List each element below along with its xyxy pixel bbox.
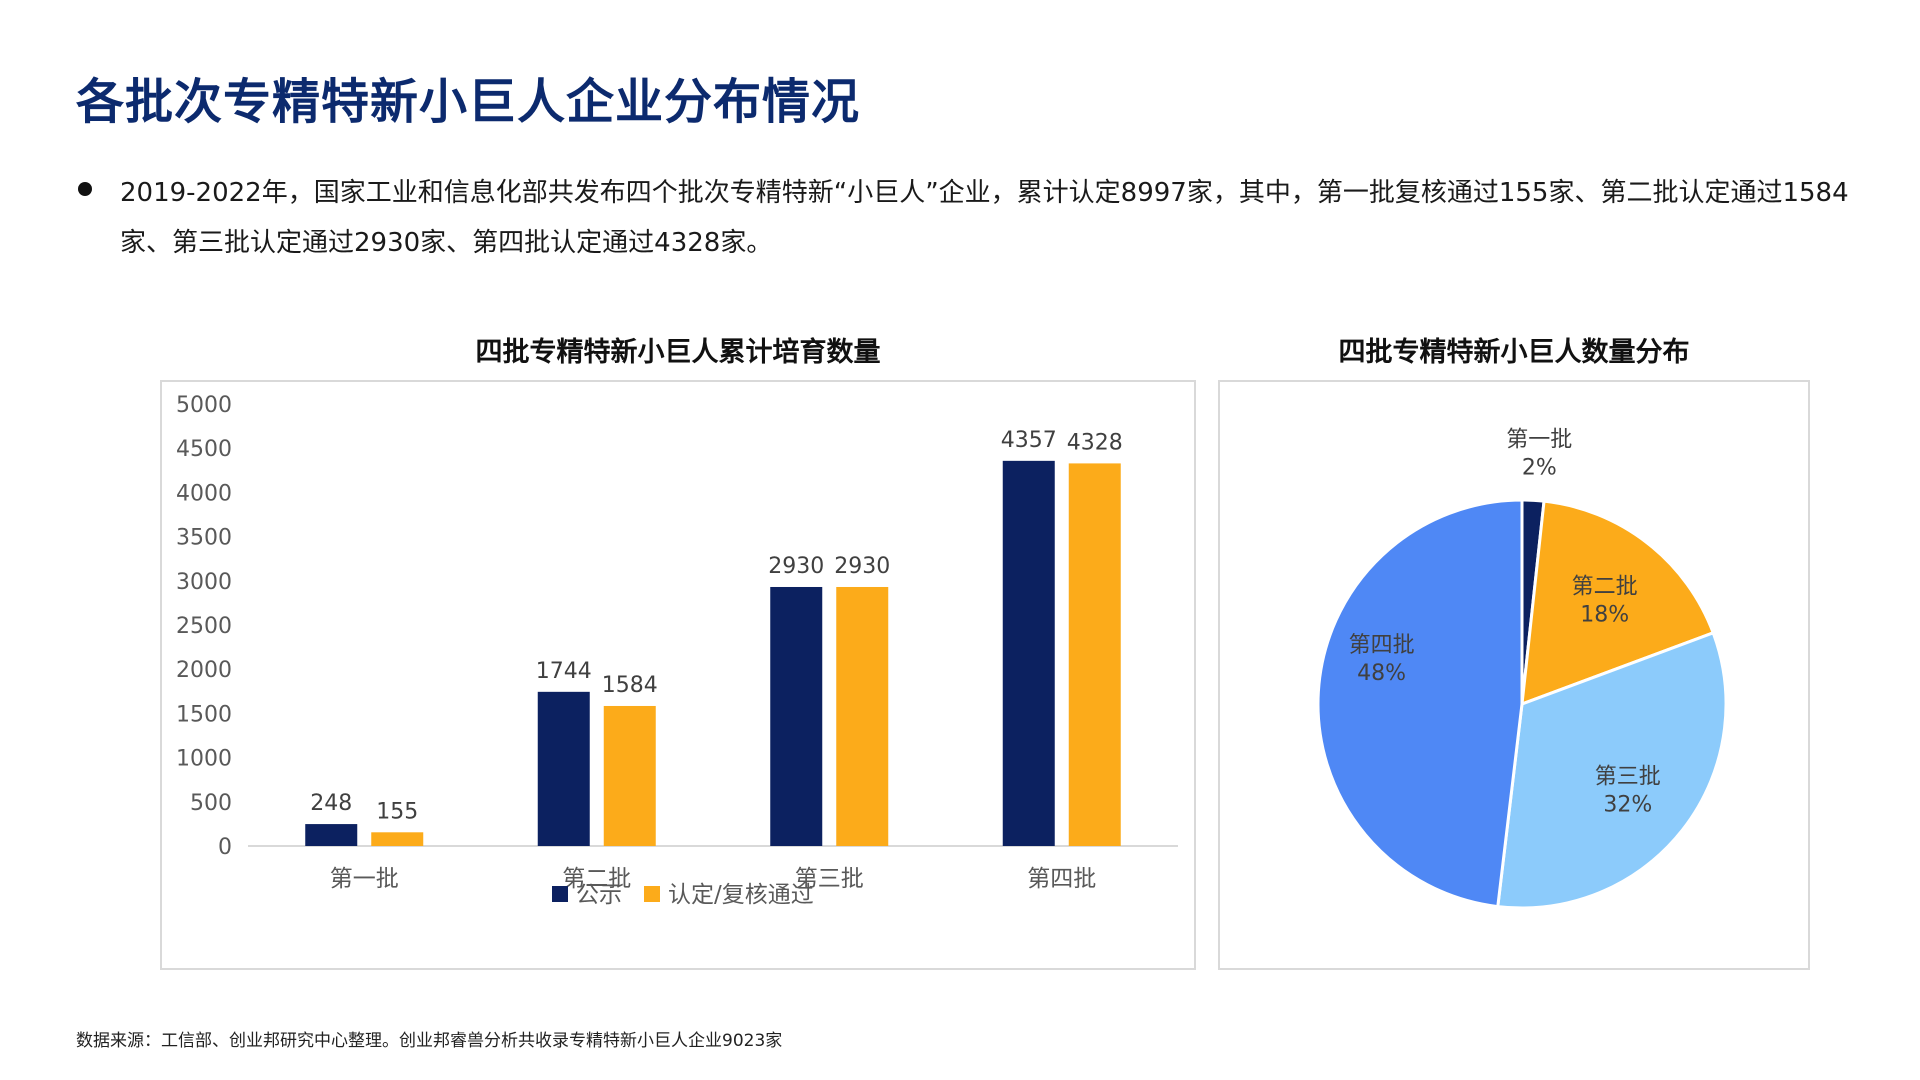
pie-slice [1496, 630, 1728, 910]
bar-value-label: 4357 [1001, 428, 1057, 453]
bar-value-label: 1584 [602, 673, 658, 698]
bar-value-label: 1744 [536, 659, 592, 684]
pie-slice-label: 第一批 [1506, 427, 1572, 452]
bar-gongshi [770, 586, 823, 846]
bar-value-label: 2930 [834, 554, 890, 579]
x-tick-label: 第一批 [330, 866, 399, 892]
x-tick-label: 第四批 [1027, 866, 1096, 892]
data-source-note: 数据来源：工信部、创业邦研究中心整理。创业邦睿兽分析共收录专精特新小巨人企业90… [76, 1031, 783, 1051]
bar-chart: 0 500 1000 1500 2000 2500 3000 3500 4000 4500 5000… [176, 393, 1178, 908]
legend-label: 公示 [576, 882, 622, 908]
bar-value-label: 2930 [768, 554, 824, 579]
bar-chart-title: 四批专精特新小巨人累计培育数量 [475, 337, 881, 368]
y-tick-label: 3500 [176, 526, 232, 551]
summary-text: 2019-2022年，国家工业和信息化部共发布四个批次专精特新“小巨人”企业，累… [120, 178, 1849, 258]
y-tick-label: 4000 [176, 481, 232, 506]
x-tick-label: 第三批 [795, 866, 864, 892]
bar-value-label: 155 [376, 799, 418, 824]
bar-rending [371, 832, 424, 846]
y-tick-label: 1500 [176, 702, 232, 727]
pie-slice [1316, 498, 1524, 909]
legend-label: 认定/复核通过 [668, 882, 814, 908]
pie-chart: 第一批 2% 第二批 18% 第三批 32% 第四批 48% [1316, 427, 1728, 910]
x-tick-label: 第二批 [562, 866, 631, 892]
pie-slice-percent: 32% [1603, 792, 1652, 817]
bar-rending [1068, 463, 1121, 846]
bar-rending [836, 586, 889, 846]
bar-value-label: 4328 [1067, 430, 1123, 455]
bar-gongshi [305, 824, 358, 846]
legend-swatch [552, 886, 568, 902]
y-tick-label: 2500 [176, 614, 232, 639]
pie-slice-percent: 48% [1357, 661, 1406, 686]
pie-chart-title: 四批专精特新小巨人数量分布 [1338, 337, 1690, 368]
pie-slice-label: 第二批 [1572, 575, 1638, 600]
bar-gongshi [537, 691, 590, 846]
pie-slice-label: 第四批 [1349, 633, 1415, 658]
summary-bullet: 2019-2022年，国家工业和信息化部共发布四个批次专精特新“小巨人”企业，累… [76, 168, 1866, 268]
pie-slice-percent: 2% [1522, 455, 1557, 480]
y-tick-label: 5000 [176, 393, 232, 418]
y-tick-label: 0 [218, 835, 232, 860]
bullet-dot-icon [78, 182, 92, 196]
y-tick-label: 2000 [176, 658, 232, 683]
y-tick-label: 1000 [176, 747, 232, 772]
pie-chart-panel: 第一批 2% 第二批 18% 第三批 32% 第四批 48% [1218, 380, 1810, 970]
y-tick-label: 500 [190, 791, 232, 816]
pie-slice-percent: 18% [1580, 603, 1629, 628]
legend-swatch [644, 886, 660, 902]
bar-value-label: 248 [310, 791, 352, 816]
bar-rending [603, 705, 656, 846]
page-title: 各批次专精特新小巨人企业分布情况 [76, 74, 861, 130]
bar-chart-panel: 0 500 1000 1500 2000 2500 3000 3500 4000 4500 5000… [160, 380, 1196, 970]
y-tick-label: 4500 [176, 437, 232, 462]
pie-slice [1520, 499, 1716, 707]
pie-slice-label: 第三批 [1595, 764, 1661, 789]
bar-gongshi [1002, 460, 1055, 846]
y-tick-label: 3000 [176, 570, 232, 595]
